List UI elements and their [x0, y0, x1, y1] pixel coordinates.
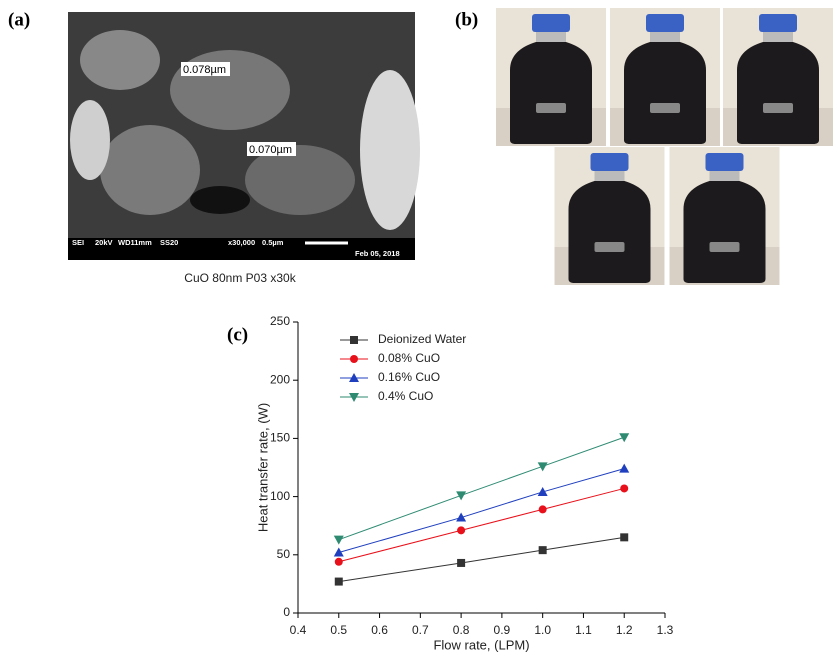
series-line [338, 536, 625, 583]
scale-label: 0.070µm [249, 144, 292, 156]
info-text: 0.5µm [262, 238, 284, 247]
chart: 0 50 100 150 200 250 0.4 0.5 0.6 0.7 0.8 0.9 1.0 1.1 1… [255, 314, 673, 652]
y-tick-label: 150 [270, 431, 290, 445]
x-tick-label: 1.3 [657, 623, 674, 637]
info-text: Feb 05, 2018 [355, 249, 400, 258]
marker [334, 577, 343, 586]
info-text: WD11mm [118, 238, 152, 247]
marker [457, 558, 466, 567]
y-axis-label: Heat transfer rate, (W) [255, 403, 270, 532]
marker [620, 533, 629, 542]
marker [333, 535, 344, 545]
marker [537, 462, 548, 472]
marker [538, 505, 547, 514]
x-tick-label: 0.7 [412, 623, 429, 637]
x-axis-label: Flow rate, (LPM) [433, 637, 529, 652]
x-tick-label: 0.8 [453, 623, 470, 637]
sem-image: 0.078µm 0.070µm SEI 20kV WD11mm SS20 x30,000… [68, 12, 420, 285]
info-text: 20kV [95, 238, 113, 247]
x-tick-label: 0.5 [330, 623, 347, 637]
marker [457, 526, 466, 535]
x-tick-label: 0.6 [371, 623, 388, 637]
marker [538, 546, 547, 555]
marker [349, 373, 359, 382]
y-tick-label: 50 [277, 547, 291, 561]
info-text: SS20 [160, 238, 178, 247]
y-tick-label: 250 [270, 314, 290, 328]
legend-label: 0.4% CuO [378, 389, 433, 403]
info-text: x30,000 [228, 238, 255, 247]
panel-label: (a) [8, 9, 30, 30]
marker [350, 355, 358, 363]
marker [456, 491, 467, 501]
info-text: SEI [72, 238, 84, 247]
marker [619, 463, 630, 473]
legend-label: 0.16% CuO [378, 370, 440, 384]
marker [350, 336, 358, 344]
x-tick-label: 0.9 [494, 623, 511, 637]
x-tick-label: 1.1 [575, 623, 592, 637]
x-tick-label: 1.2 [616, 623, 633, 637]
marker [334, 557, 343, 566]
series-line [338, 436, 625, 541]
x-tick-label: 0.4 [290, 623, 307, 637]
panel-label: (c) [227, 324, 248, 345]
marker [333, 547, 344, 557]
marker [349, 393, 359, 402]
marker [537, 486, 548, 496]
x-tick-label: 1.0 [534, 623, 551, 637]
caption: CuO 80nm P03 x30k [184, 271, 296, 285]
legend-label: 0.08% CuO [378, 351, 440, 365]
scale-label: 0.078µm [183, 64, 226, 76]
panel-label: (b) [455, 9, 478, 30]
y-tick-label: 100 [270, 489, 290, 503]
marker [620, 484, 629, 493]
marker [456, 512, 467, 522]
marker [619, 433, 630, 443]
y-tick-label: 200 [270, 372, 290, 386]
y-tick-label: 0 [283, 605, 290, 619]
series-line [338, 468, 625, 553]
bottle-photos [496, 8, 833, 285]
series-line [338, 487, 625, 563]
legend-label: Deionized Water [378, 332, 466, 346]
